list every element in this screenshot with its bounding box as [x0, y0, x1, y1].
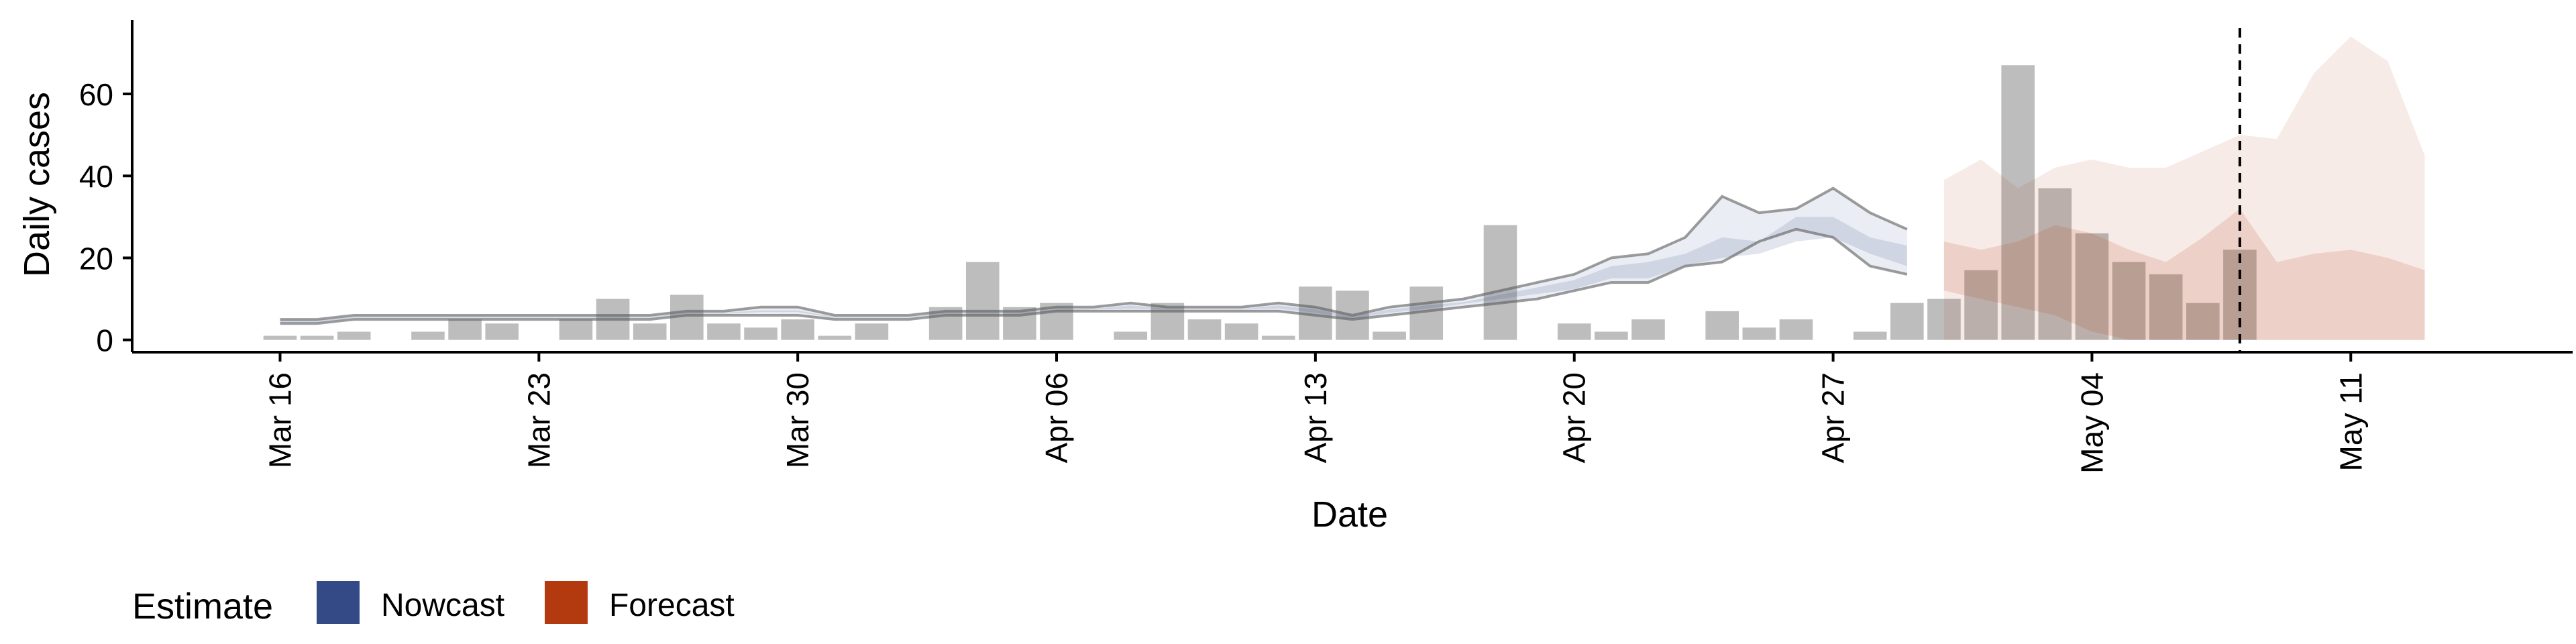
legend-label-forecast: Forecast — [609, 588, 735, 623]
bar-2020-04-12 — [1261, 335, 1295, 340]
bar-2020-04-25 — [1742, 327, 1776, 340]
bar-2020-03-17 — [300, 335, 334, 340]
bar-2020-05-07 — [2186, 303, 2220, 340]
bar-2020-04-10 — [1187, 319, 1222, 340]
bar-2020-03-22 — [485, 323, 519, 340]
x-axis-ticks: Mar 16 Mar 23 Mar 30 Apr 06 Apr 13 Apr 20 Apr … — [263, 352, 2368, 474]
y-tick-label-0: 0 — [96, 323, 113, 358]
bar-2020-04-11 — [1224, 323, 1258, 340]
x-tick-label-2020-05-11: May 11 — [2333, 372, 2368, 471]
x-tick-label-2020-04-20: Apr 20 — [1557, 372, 1592, 464]
x-tick-label-2020-04-06: Apr 06 — [1039, 372, 1074, 464]
bar-2020-03-30 — [781, 319, 814, 340]
bar-2020-05-02 — [2001, 65, 2035, 340]
bar-2020-03-28 — [707, 323, 741, 340]
bar-2020-04-30 — [1927, 299, 1961, 340]
bar-2020-04-15 — [1373, 331, 1406, 340]
legend-swatch-nowcast — [317, 581, 360, 624]
bar-2020-04-08 — [1114, 331, 1148, 340]
bar-2020-04-05 — [1003, 307, 1036, 340]
x-axis-title: Date — [1311, 494, 1388, 535]
bar-2020-04-22 — [1631, 319, 1665, 340]
bar-2020-05-01 — [1964, 270, 1998, 340]
bar-2020-03-26 — [633, 323, 667, 340]
bar-2020-04-18 — [1483, 225, 1517, 340]
bar-2020-04-01 — [855, 323, 889, 340]
bar-2020-03-21 — [448, 319, 482, 340]
forecast-ribbon-50 — [1943, 209, 2425, 340]
bar-2020-03-29 — [744, 327, 777, 340]
y-axis-title: Daily cases — [17, 92, 57, 277]
x-tick-label-2020-03-16: Mar 16 — [263, 372, 298, 468]
bar-2020-05-04 — [2075, 233, 2109, 340]
bar-2020-03-31 — [818, 335, 852, 340]
y-axis-ticks: 0 20 40 60 — [79, 77, 132, 358]
y-tick-label-60: 60 — [79, 77, 113, 112]
bar-2020-03-24 — [559, 319, 593, 340]
bar-2020-04-26 — [1779, 319, 1813, 340]
nowcast-lower-line — [280, 227, 1908, 325]
forecast-ribbon-90 — [1943, 36, 2425, 340]
y-tick-label-40: 40 — [79, 159, 113, 194]
legend: Estimate Nowcast Forecast — [132, 581, 735, 627]
bar-2020-05-05 — [2112, 262, 2146, 340]
x-tick-label-2020-03-23: Mar 23 — [521, 372, 556, 468]
bar-2020-04-21 — [1595, 331, 1628, 340]
bar-2020-03-16 — [263, 335, 297, 340]
bar-2020-05-06 — [2149, 274, 2183, 340]
bar-2020-05-03 — [2038, 188, 2072, 340]
y-tick-label-20: 20 — [79, 241, 113, 276]
x-tick-label-2020-04-27: Apr 27 — [1816, 372, 1851, 464]
nowcast-ribbon-90 — [280, 188, 1907, 324]
bar-2020-04-04 — [965, 262, 1000, 340]
bar-2020-04-29 — [1890, 303, 1924, 340]
bar-2020-03-20 — [411, 331, 445, 340]
legend-label-nowcast: Nowcast — [381, 588, 504, 623]
nowcast-upper-line — [280, 186, 1908, 321]
bar-2020-04-28 — [1853, 331, 1887, 340]
plot-area — [263, 28, 2425, 352]
x-tick-label-2020-03-30: Mar 30 — [780, 372, 815, 468]
bar-2020-03-18 — [337, 331, 371, 340]
legend-swatch-forecast — [545, 581, 588, 624]
x-tick-label-2020-04-13: Apr 13 — [1298, 372, 1333, 464]
bar-2020-04-20 — [1557, 323, 1591, 340]
bar-2020-04-24 — [1705, 311, 1739, 340]
legend-title: Estimate — [132, 586, 273, 627]
x-tick-label-2020-05-04: May 04 — [2074, 372, 2109, 474]
nowcast-ribbon-50 — [280, 217, 1907, 323]
bar-2020-04-09 — [1150, 303, 1185, 340]
